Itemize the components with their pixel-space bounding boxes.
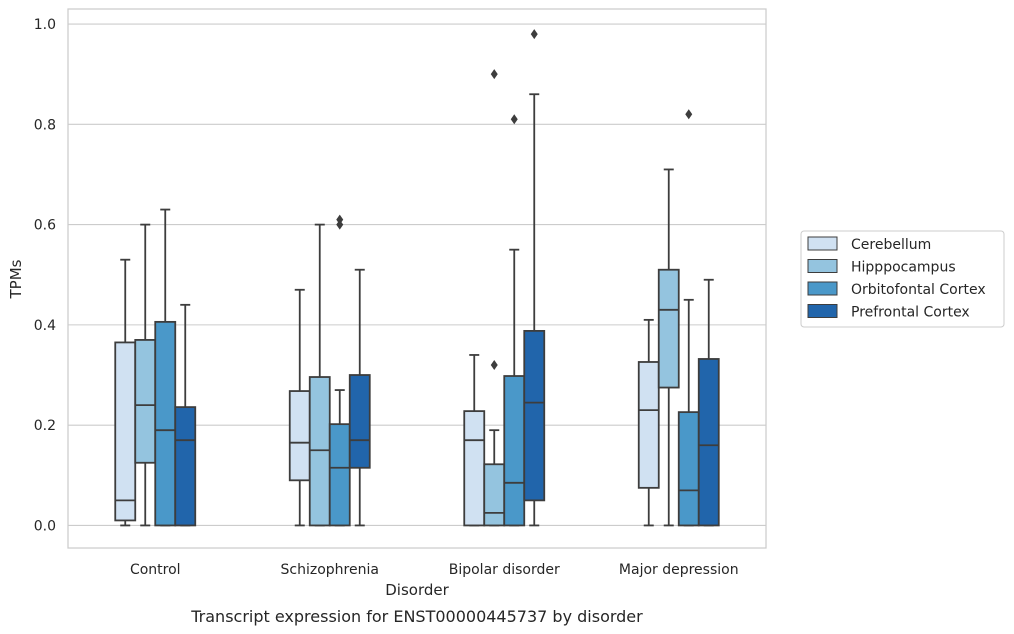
legend-label: Cerebellum [851,237,931,253]
legend-label: Prefrontal Cortex [851,305,970,321]
boxes [114,29,720,527]
box-iqr [657,268,680,389]
box-iqr [308,376,331,527]
box-iqr [503,375,526,527]
x-axis-label: Disorder [385,581,449,599]
plot-frame [67,8,767,549]
box-group [637,318,660,527]
legend-swatch [807,236,838,251]
legend-label: Orbitofontal Cortex [851,282,986,298]
outlier-point [685,109,693,120]
box-iqr [677,411,700,527]
outlier-point [336,214,344,225]
x-tick-label: Control [130,562,181,578]
y-tick-labels: 0.0 0.2 0.4 0.6 0.8 1.0 [34,17,56,534]
y-tick-label: 0.4 [34,318,56,334]
box-iqr [637,361,660,489]
x-tick-label: Bipolar disorder [449,562,560,578]
legend-swatch [807,259,838,273]
outlier-point [530,29,538,40]
box-iqr [288,390,311,482]
box-group [308,223,331,527]
y-tick-label: 0.6 [34,218,56,234]
y-tick-label: 0.2 [34,418,56,434]
outlier-point [510,114,518,125]
box-group [134,223,157,527]
box-iqr [174,406,197,527]
y-tick-label: 0.8 [34,117,56,133]
box-iqr [114,341,137,522]
box-iqr [463,410,486,527]
y-tick-label: 1.0 [34,17,56,33]
box-iqr [483,463,506,527]
box-iqr [348,374,371,469]
y-tick-label: 0.0 [34,518,56,534]
figure-caption: Transcript expression for ENST0000044573… [190,607,643,626]
legend-frame [800,230,1005,328]
x-tick-labels: Control Schizophrenia Bipolar disorder Majo… [130,562,739,578]
box-group [523,29,546,527]
outlier-point [490,69,498,80]
box-group [697,278,720,527]
y-axis-label: TPMs [7,259,25,299]
box-group [657,168,680,527]
box-iqr [134,339,157,464]
box-iqr [523,329,546,502]
box-group [348,268,371,527]
box-group [328,214,351,527]
box-iqr [154,320,177,527]
box-group [174,303,197,527]
legend: Cerebellum Hipppocampus Orbitofontal Corte… [800,230,1005,328]
legend-swatch [807,304,838,318]
box-iqr [697,358,720,527]
legend-label: Hipppocampus [851,260,956,276]
legend-items: Cerebellum Hipppocampus Orbitofontal Corte… [807,236,986,321]
outlier-point [336,219,344,230]
box-group [114,258,137,527]
box-iqr [328,423,351,527]
legend-swatch [807,281,838,296]
x-tick-label: Major depression [619,562,739,578]
x-tick-label: Schizophrenia [281,562,379,578]
outlier-point [490,359,498,370]
